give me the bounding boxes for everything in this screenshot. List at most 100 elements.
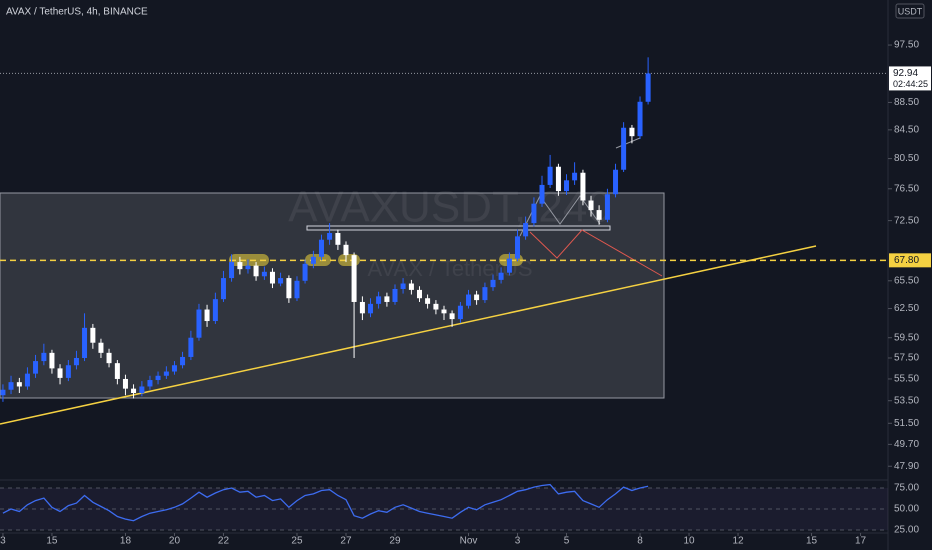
countdown: 02:44:25 <box>893 79 928 89</box>
rsi-tick-label: 75.00 <box>894 483 919 494</box>
candle-body <box>106 352 112 364</box>
candle-body <box>286 278 292 299</box>
candle-body <box>204 309 210 322</box>
candle-body <box>515 236 521 259</box>
x-tick-label: 18 <box>120 536 132 547</box>
candle-body <box>131 388 137 394</box>
candle-body <box>196 309 202 338</box>
x-tick-label: 25 <box>291 536 303 547</box>
rsi-tick-label: 25.00 <box>894 525 919 536</box>
x-tick-label: 12 <box>732 536 744 547</box>
candle-body <box>629 127 635 137</box>
y-tick-label: 57.50 <box>894 353 919 364</box>
candle-body <box>376 296 382 304</box>
candle-body <box>212 299 218 322</box>
candle-body <box>0 389 6 396</box>
candle-body <box>114 363 120 379</box>
y-tick-label: 88.50 <box>894 97 919 108</box>
candle-body <box>531 203 537 224</box>
candle-body <box>482 287 488 301</box>
candle-body <box>65 365 71 378</box>
candle-body <box>400 283 406 289</box>
candle-body <box>269 271 275 284</box>
x-tick-label: 20 <box>169 536 181 547</box>
y-tick-label: 53.50 <box>894 395 919 406</box>
candle-body <box>449 313 455 320</box>
candle-body <box>180 356 186 366</box>
candle-body <box>122 378 128 389</box>
candle-body <box>637 101 643 137</box>
candle-body <box>278 278 284 284</box>
candle-body <box>57 368 63 378</box>
x-tick-label: 3 <box>515 536 521 547</box>
rsi-line <box>2 483 649 522</box>
candle-body <box>539 184 545 204</box>
candle-body <box>490 279 496 288</box>
candle-body <box>82 327 88 358</box>
candle-body <box>441 309 447 314</box>
candle-body <box>49 352 55 369</box>
x-tick-label: 27 <box>340 536 352 547</box>
candle-body <box>367 303 373 314</box>
level-label: 67.80 <box>894 255 919 266</box>
candle-body <box>604 194 610 220</box>
x-tick-label: 3 <box>0 536 6 547</box>
candle-body <box>359 301 365 314</box>
y-tick-label: 65.50 <box>894 275 919 286</box>
candle-body <box>457 305 463 320</box>
candle-body <box>416 289 423 299</box>
candle-body <box>506 258 512 273</box>
currency: USDT <box>898 6 923 16</box>
candle-body <box>318 239 324 257</box>
candle-body <box>163 371 169 376</box>
candle-body <box>90 327 96 343</box>
x-tick-label: 22 <box>218 536 230 547</box>
level-label-bg <box>889 253 931 268</box>
candle-body <box>433 303 439 310</box>
candle-body <box>33 361 39 374</box>
y-tick-label: 49.70 <box>894 439 919 450</box>
candle-body <box>645 73 651 102</box>
range-box <box>0 192 665 399</box>
y-tick-label: 51.50 <box>894 418 919 429</box>
x-tick-label: 15 <box>806 536 818 547</box>
candle-body <box>98 342 104 353</box>
drawings <box>0 137 817 425</box>
candle-body <box>343 244 349 256</box>
candle-body <box>335 233 341 245</box>
x-tick-label: 10 <box>683 536 695 547</box>
y-tick-label: 84.50 <box>894 124 919 135</box>
last-price-bg <box>889 66 931 91</box>
candle-body <box>155 375 161 381</box>
candle-body <box>425 298 431 304</box>
y-tick-label: 80.50 <box>894 153 919 164</box>
candle-body <box>555 166 561 192</box>
candle-body <box>547 166 553 185</box>
last-price-label: 92.94 <box>893 68 918 79</box>
rsi-tick-label: 50.00 <box>894 504 919 515</box>
candle-body <box>188 337 194 357</box>
candle-body <box>523 223 529 237</box>
candle-body <box>596 210 602 220</box>
y-tick-label: 97.50 <box>894 40 919 51</box>
candle-body <box>621 127 627 170</box>
candle-body <box>588 200 594 211</box>
candle-body <box>351 255 357 302</box>
y-tick-label: 72.50 <box>894 215 919 226</box>
candle-body <box>229 262 235 279</box>
candle-body <box>147 380 153 387</box>
candle-body <box>465 294 472 306</box>
candle-body <box>580 172 586 201</box>
candle-body <box>73 357 79 366</box>
candle-body <box>294 280 300 299</box>
candle-body <box>408 283 414 290</box>
currency-box <box>895 3 925 19</box>
resistance-line <box>306 225 611 231</box>
x-tick-label: 29 <box>389 536 401 547</box>
candle-body <box>253 265 259 277</box>
x-tick-label: 8 <box>637 536 643 547</box>
candle-body <box>310 256 316 264</box>
